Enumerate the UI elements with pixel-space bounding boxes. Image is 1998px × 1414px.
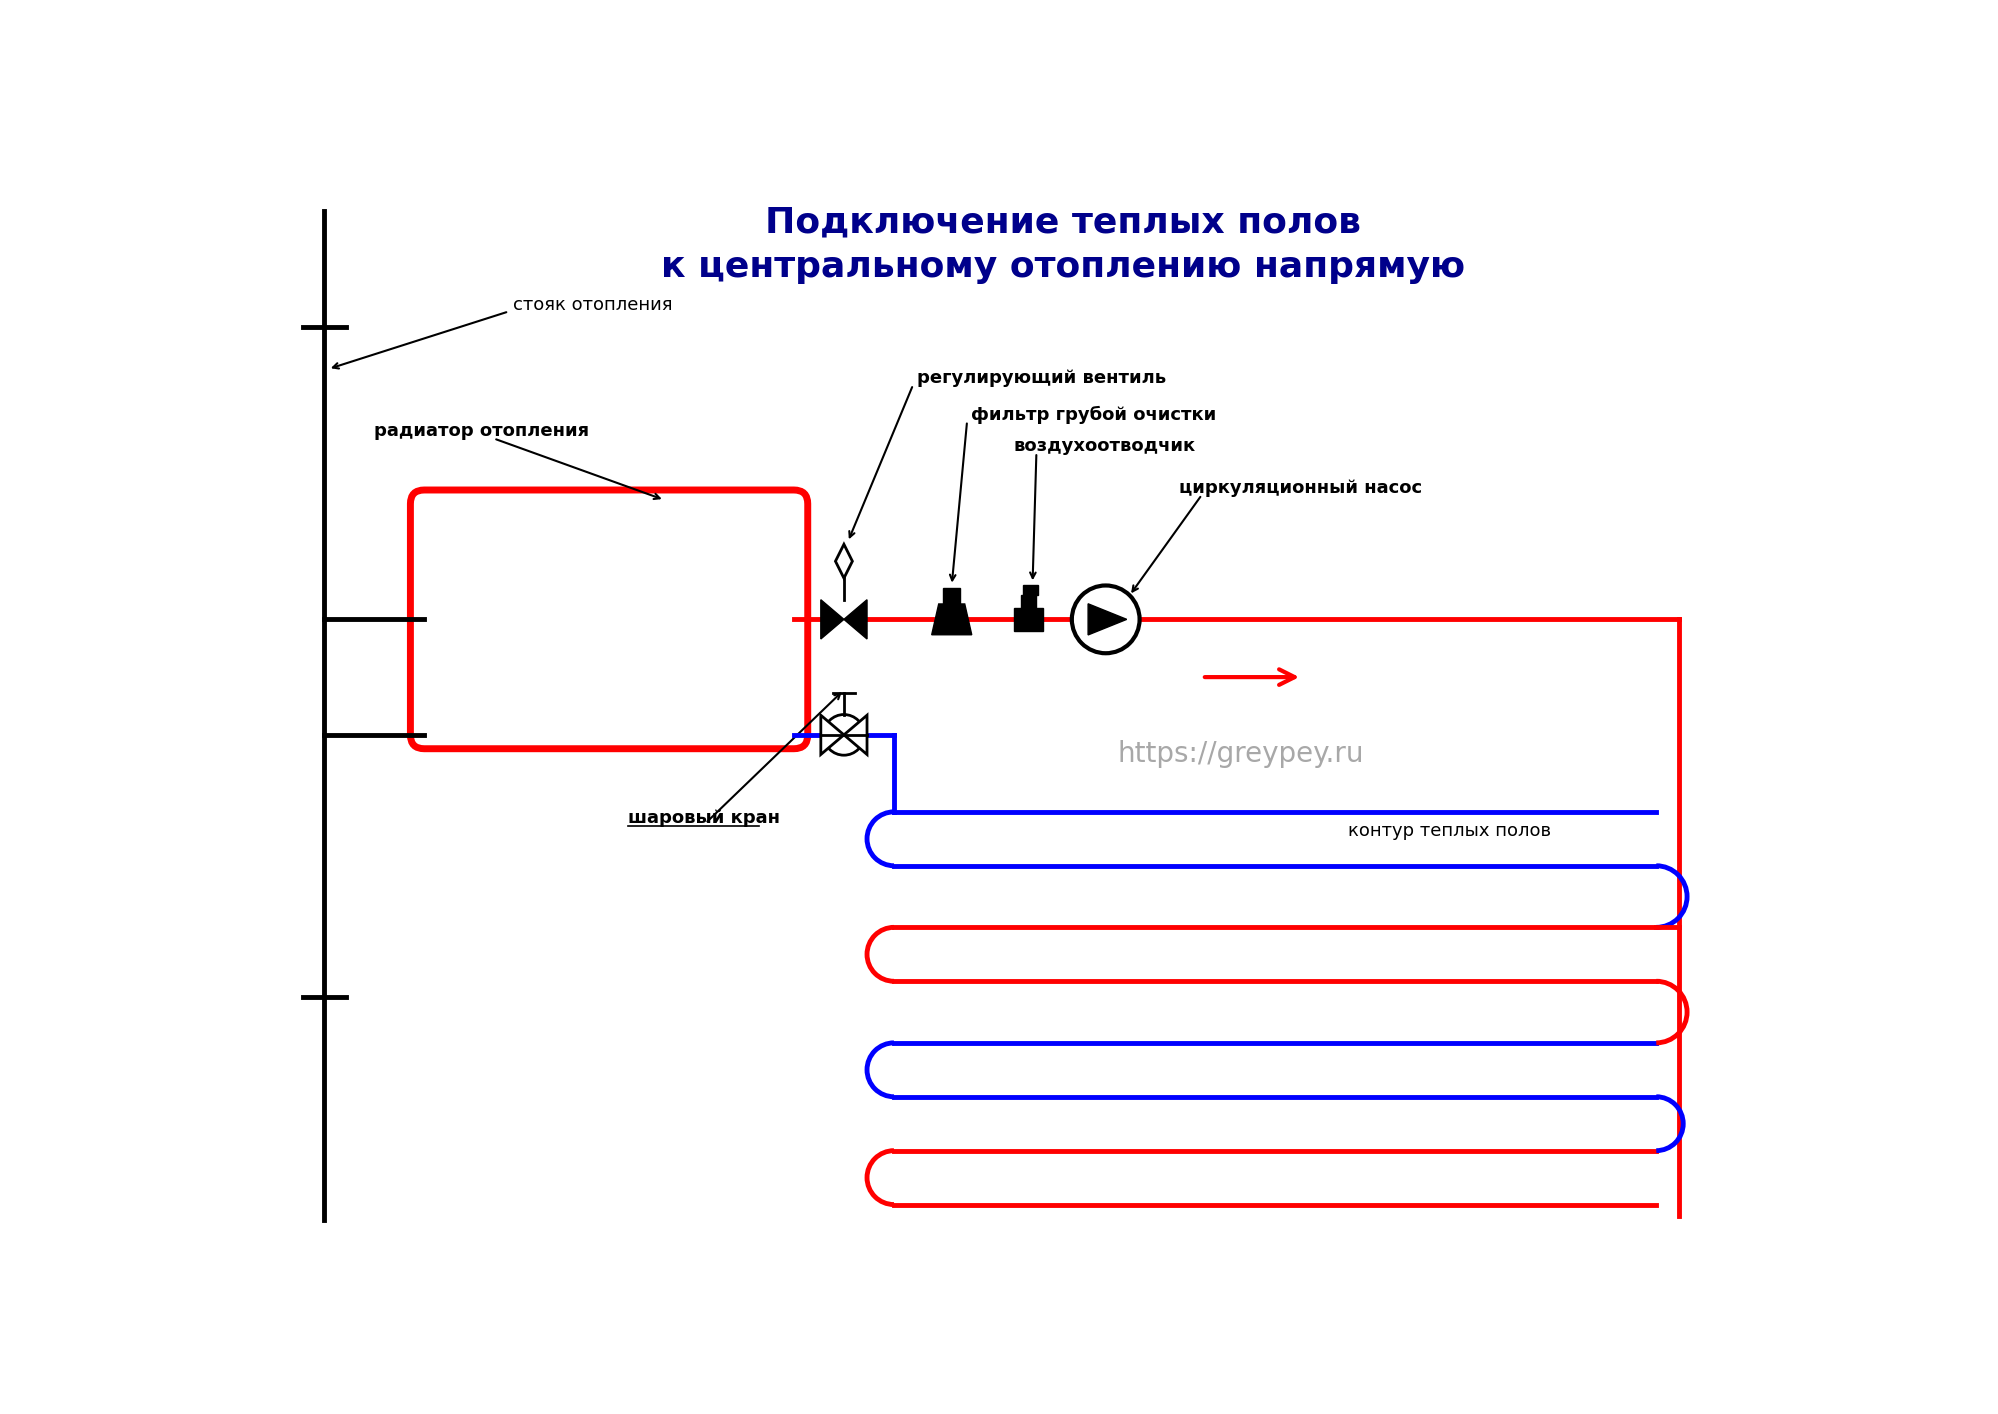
Text: https://greypey.ru: https://greypey.ru — [1117, 740, 1363, 768]
Polygon shape — [843, 715, 867, 755]
Polygon shape — [821, 600, 843, 639]
FancyBboxPatch shape — [410, 491, 807, 749]
Text: Подключение теплых полов: Подключение теплых полов — [765, 206, 1361, 240]
Bar — [1023, 585, 1037, 595]
Bar — [1013, 608, 1043, 631]
Text: радиатор отопления: радиатор отопления — [374, 421, 589, 440]
Text: шаровый кран: шаровый кран — [627, 809, 779, 827]
Polygon shape — [835, 544, 851, 578]
Polygon shape — [821, 715, 843, 755]
Polygon shape — [1087, 604, 1127, 635]
Polygon shape — [843, 600, 867, 639]
Circle shape — [1071, 585, 1139, 653]
Text: контур теплых полов: контур теплых полов — [1347, 822, 1550, 840]
Text: к центральному отоплению напрямую: к центральному отоплению напрямую — [661, 250, 1465, 284]
Text: воздухоотводчик: воздухоотводчик — [1013, 437, 1195, 455]
Text: стояк отопления: стояк отопления — [513, 296, 671, 314]
Text: регулирующий вентиль: регулирующий вентиль — [917, 369, 1165, 387]
Text: циркуляционный насос: циркуляционный насос — [1179, 479, 1421, 498]
Circle shape — [823, 714, 863, 755]
Polygon shape — [931, 604, 971, 635]
Bar — [1021, 595, 1035, 608]
Bar — [943, 588, 959, 604]
Text: фильтр грубой очистки: фильтр грубой очистки — [971, 406, 1215, 424]
